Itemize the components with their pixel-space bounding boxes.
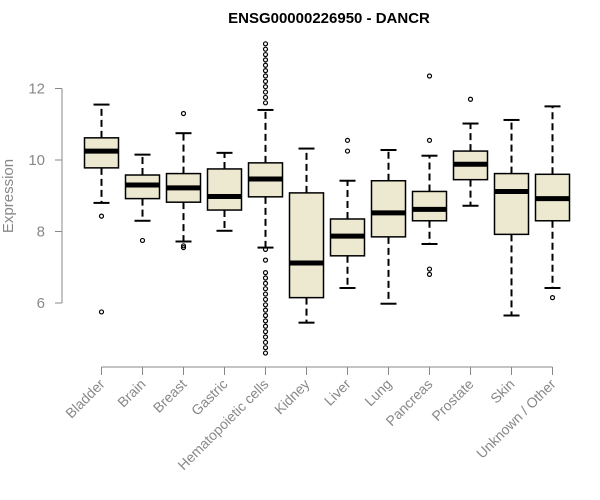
outlier-point — [262, 89, 269, 95]
y-tick-label: 12 — [28, 81, 45, 98]
outlier-point — [262, 280, 269, 286]
outlier-point — [262, 307, 269, 313]
outlier-point — [98, 213, 105, 219]
outlier-point — [344, 148, 351, 154]
outlier-point — [139, 237, 146, 244]
outlier-point — [262, 78, 269, 84]
outlier-point — [262, 286, 269, 292]
outlier-point — [262, 323, 269, 329]
x-tick-label: Breast — [150, 376, 190, 416]
outlier-point — [344, 137, 351, 143]
outlier-point — [426, 266, 433, 272]
box-group — [124, 153, 161, 244]
outlier-point — [262, 246, 269, 252]
x-tick-label: Bladder — [62, 376, 108, 422]
outlier-point — [262, 318, 269, 324]
outlier-point — [262, 275, 269, 281]
outlier-point — [262, 68, 269, 74]
box-group — [493, 118, 530, 317]
box-group — [370, 148, 407, 305]
outlier-point — [180, 243, 187, 249]
outlier-point — [262, 334, 269, 340]
x-tick-label: Prostate — [428, 376, 476, 424]
outlier-point — [262, 339, 269, 345]
y-tick-label: 8 — [37, 224, 45, 241]
box-group — [452, 96, 489, 207]
outlier-point — [426, 73, 433, 79]
x-tick-label: Brain — [114, 376, 148, 410]
y-axis-label: Expression — [0, 159, 17, 233]
box-iqr — [288, 192, 325, 299]
y-tick-label: 6 — [37, 295, 45, 312]
outlier-point — [426, 137, 433, 143]
box-group — [83, 103, 120, 315]
outlier-point — [262, 73, 269, 79]
outlier-point — [262, 345, 269, 351]
outlier-point — [262, 270, 269, 276]
outlier-point — [549, 295, 556, 301]
box-iqr — [411, 190, 448, 222]
outlier-point — [262, 350, 269, 356]
outlier-point — [262, 51, 269, 58]
outlier-point — [262, 296, 269, 303]
y-tick-label: 10 — [28, 152, 45, 169]
box-group — [206, 151, 243, 232]
box-iqr — [206, 168, 243, 211]
outlier-point — [262, 46, 269, 52]
outlier-point — [467, 96, 474, 102]
outlier-point — [180, 110, 187, 117]
box-group — [329, 137, 366, 289]
outlier-point — [262, 291, 269, 297]
x-tick-label: Skin — [487, 376, 518, 407]
box-iqr — [370, 179, 407, 238]
outlier-point — [180, 244, 187, 251]
chart-title: ENSG00000226950 - DANCR — [228, 10, 430, 27]
outlier-point — [262, 257, 269, 263]
outlier-point — [262, 94, 269, 101]
outlier-point — [262, 329, 269, 335]
outlier-point — [262, 57, 269, 63]
boxes-group — [83, 41, 571, 356]
outlier-point — [262, 84, 269, 90]
x-tick-label: Liver — [321, 376, 354, 409]
outlier-point — [262, 312, 269, 319]
outlier-point — [262, 302, 269, 308]
outlier-point — [98, 309, 105, 315]
outlier-point — [426, 271, 433, 277]
outlier-point — [262, 100, 269, 106]
box-iqr — [493, 172, 530, 236]
box-group — [288, 147, 325, 324]
outlier-point — [262, 41, 269, 47]
x-tick-label: Kidney — [271, 376, 313, 418]
y-axis: 6 8 10 12 — [28, 81, 63, 312]
box-group — [165, 110, 202, 251]
x-tick-label: Lung — [361, 376, 394, 409]
outlier-point — [262, 62, 269, 68]
box-group — [247, 41, 284, 356]
box-group — [534, 105, 571, 301]
box-group — [411, 73, 448, 277]
